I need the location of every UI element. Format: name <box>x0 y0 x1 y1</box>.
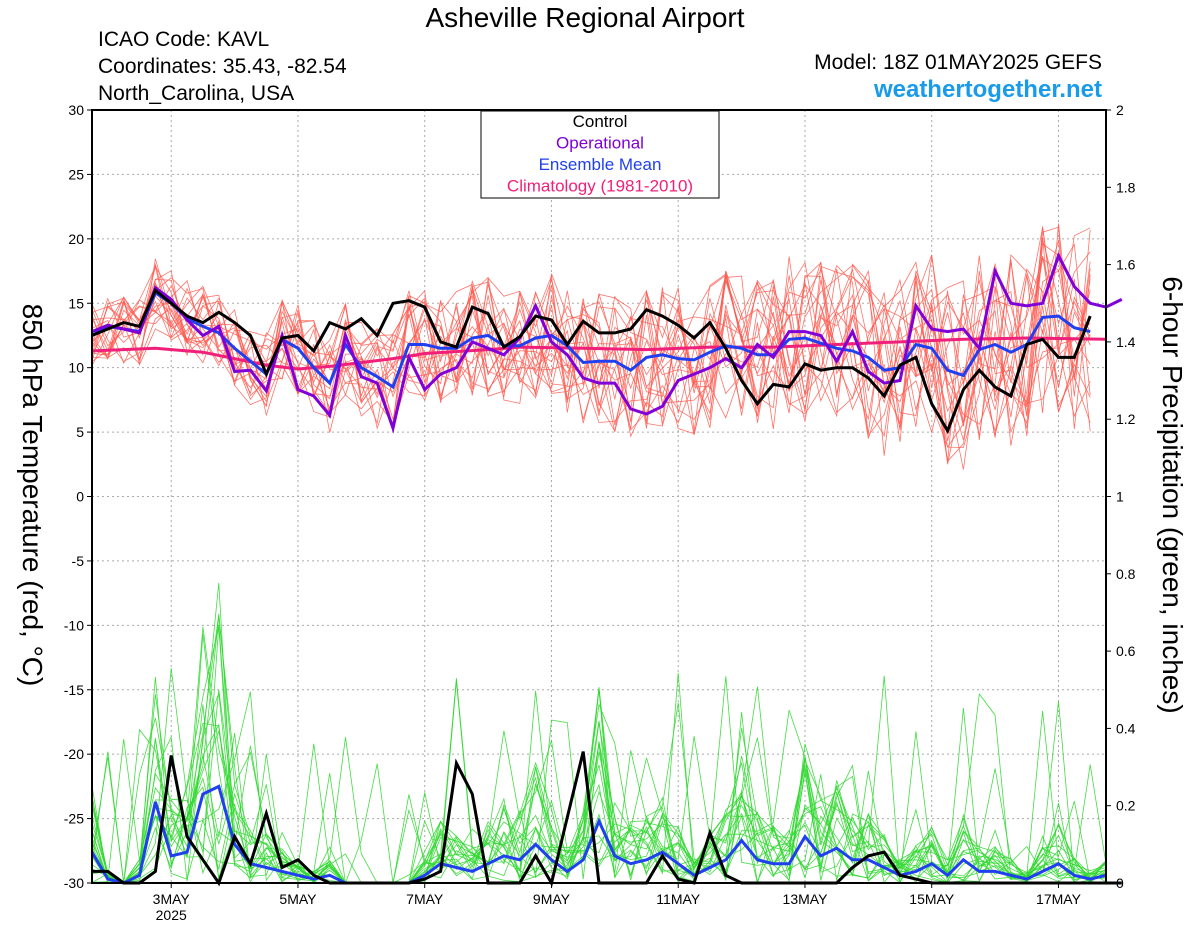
x-tick-label: 7MAY <box>406 891 444 907</box>
right-tick-label: 1.4 <box>1116 334 1136 350</box>
temperature-ensemble-mean-line <box>91 290 1091 390</box>
temperature-member-line <box>91 226 1091 434</box>
right-tick-label: 0.4 <box>1116 720 1136 736</box>
right-tick-label: 0.2 <box>1116 798 1136 814</box>
temperature-control-line <box>91 287 1092 435</box>
legend-box <box>480 110 720 199</box>
x-tick-label: 13MAY <box>783 891 829 907</box>
legend-entry: Climatology (1981-2010) <box>507 177 693 196</box>
precipitation-member-line <box>91 582 1107 884</box>
right-tick-label: 1.6 <box>1116 257 1136 273</box>
left-tick-label: 0 <box>76 489 84 505</box>
x-tick-label: 3MAY <box>153 891 191 907</box>
left-tick-label: 10 <box>68 360 84 376</box>
left-tick-label: -10 <box>64 617 84 633</box>
x-tick-sublabel: 2025 <box>156 907 187 923</box>
temperature-member-line <box>91 243 1091 437</box>
icao-code: ICAO Code: KAVL <box>98 28 270 51</box>
left-tick-label: 25 <box>68 166 84 182</box>
temperature-member-line <box>91 227 1091 441</box>
right-tick-label: 2 <box>1116 102 1124 118</box>
x-tick-label: 17MAY <box>1036 891 1082 907</box>
left-tick-label: -25 <box>64 811 84 827</box>
left-tick-label: 20 <box>68 231 84 247</box>
right-tick-label: 1.2 <box>1116 411 1136 427</box>
temperature-member-line <box>91 261 1091 434</box>
precipitation-member-line <box>91 689 1107 884</box>
right-tick-label: 1.8 <box>1116 179 1136 195</box>
legend-entry: Ensemble Mean <box>539 155 662 174</box>
precipitation-member-line <box>91 691 1107 884</box>
x-tick-label: 5MAY <box>279 891 317 907</box>
legend: Control Operational Ensemble Mean Climatolo… <box>480 110 720 199</box>
coordinates: Coordinates: 35.43, -82.54 <box>98 55 347 78</box>
temperature-member-line <box>91 229 1091 432</box>
precipitation-member-line <box>91 686 1107 884</box>
left-tick-label: 5 <box>76 424 84 440</box>
legend-entry: Operational <box>556 134 644 153</box>
precipitation-member-line <box>91 616 1107 884</box>
right-tick-label: 0 <box>1116 875 1124 891</box>
temperature-operational-line <box>91 251 1123 434</box>
left-tick-label: -15 <box>64 682 84 698</box>
left-tick-label: -30 <box>64 875 84 891</box>
precipitation-ensemble-mean-line <box>90 784 1107 885</box>
precipitation-member-line <box>91 634 1107 884</box>
precipitation-member-line <box>91 676 1107 884</box>
precipitation-member-line <box>91 678 1107 884</box>
x-tick-label: 15MAY <box>909 891 955 907</box>
site-link[interactable]: weathertogether.net <box>873 76 1102 103</box>
region: North_Carolina, USA <box>98 82 295 105</box>
right-tick-label: 1 <box>1116 489 1124 505</box>
right-tick-label: 0.8 <box>1116 566 1136 582</box>
legend-entry: Control <box>573 112 628 131</box>
right-tick-label: 0.6 <box>1116 643 1136 659</box>
temperature-member-line <box>91 256 1091 456</box>
precipitation-member-line <box>91 710 1107 884</box>
temperature-member-line <box>91 251 1091 465</box>
precipitation-member-line <box>91 733 1107 884</box>
x-tick-label: 9MAY <box>533 891 571 907</box>
model-run: Model: 18Z 01MAY2025 GEFS <box>814 51 1102 74</box>
chart-title: Asheville Regional Airport <box>425 2 745 33</box>
precipitation-member-line <box>91 626 1107 884</box>
left-tick-label: 30 <box>68 102 84 118</box>
left-tick-label: -5 <box>72 553 85 569</box>
temperature-member-line <box>91 226 1091 439</box>
left-tick-label: 15 <box>68 295 84 311</box>
left-tick-label: -20 <box>64 746 84 762</box>
x-tick-label: 11MAY <box>656 891 700 907</box>
